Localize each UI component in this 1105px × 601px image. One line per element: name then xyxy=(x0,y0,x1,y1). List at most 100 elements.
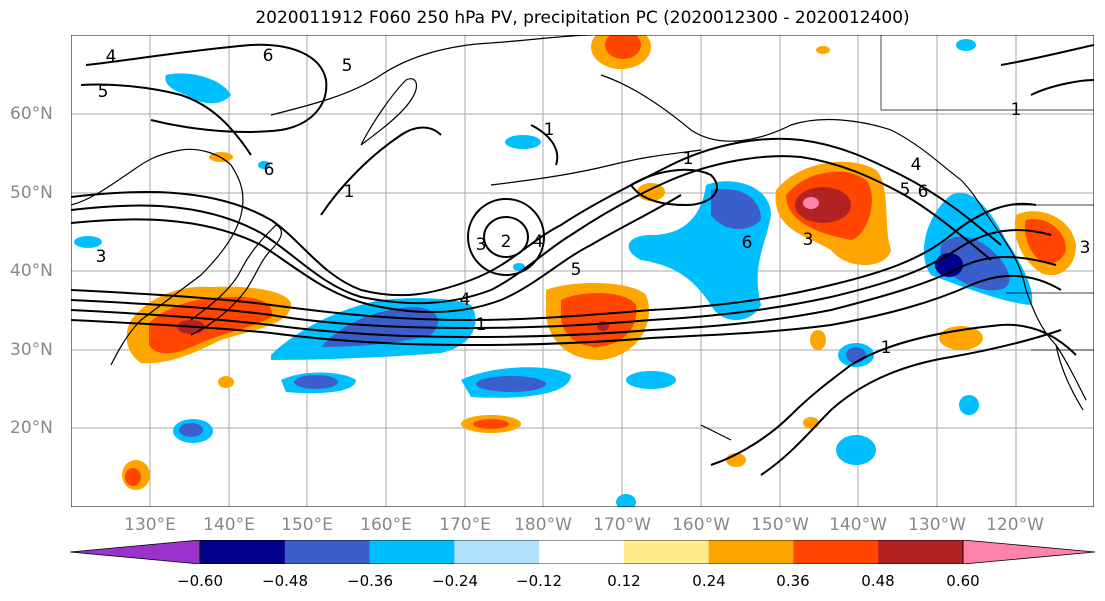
lon-label: 180°W xyxy=(514,515,572,535)
contour-label: 3 xyxy=(96,247,107,267)
precip-area-small-2 xyxy=(956,39,976,51)
colorbar-tick-label: −0.12 xyxy=(516,572,562,590)
precip-area-small-6 xyxy=(513,263,525,271)
precip-area-subtropic-3 xyxy=(626,371,676,389)
precip-area-small-3 xyxy=(816,46,830,54)
contour-labels: 4 6 5 5 6 1 1 1 1 3 3 2 4 5 6 3 5 6 4 4 … xyxy=(96,46,1091,358)
precip-area-marshall xyxy=(218,376,234,388)
contour-label: 5 xyxy=(342,56,353,76)
contour-label: 6 xyxy=(263,46,274,66)
colorbar-segment xyxy=(878,540,964,564)
lon-label: 150°W xyxy=(751,515,809,535)
contour-label: 1 xyxy=(881,338,892,358)
colorbar-tick-label: −0.48 xyxy=(262,572,308,590)
lat-label: 60°N xyxy=(10,104,53,124)
precip-area-west-pacific-strong xyxy=(179,423,203,437)
lon-label: 130°W xyxy=(908,515,966,535)
contour-label: 5 xyxy=(571,260,582,280)
colorbar-tick-label: −0.24 xyxy=(432,572,478,590)
lon-label: 130°E xyxy=(124,515,176,535)
coast-baja xyxy=(1055,344,1084,411)
coast-aleutians xyxy=(490,149,702,186)
precip-area-gulf-2 xyxy=(810,330,826,350)
borders xyxy=(880,35,1094,351)
precip-area-southeast-2 xyxy=(959,395,979,415)
precip-area-bering xyxy=(505,135,541,149)
gridlines xyxy=(71,35,1094,507)
precip-area-small-7 xyxy=(803,417,819,429)
contour-label: 5 xyxy=(98,82,109,102)
contour-label: 4 xyxy=(460,290,471,310)
lon-label: 160°E xyxy=(360,515,412,535)
coast-japan xyxy=(190,224,283,336)
colorbar-segment xyxy=(623,540,710,564)
precip-area-small-4 xyxy=(74,236,102,248)
colorbar-tick-label: −0.60 xyxy=(177,572,223,590)
colorbar-extend-low xyxy=(70,540,200,564)
precip-area-alaska-strong xyxy=(605,35,641,59)
lon-label: 140°W xyxy=(829,515,887,535)
contour-label: 4 xyxy=(533,232,544,252)
coast-kamchatka xyxy=(360,78,418,146)
precip-area-gulf-peak xyxy=(803,197,819,209)
lat-label: 20°N xyxy=(10,418,53,438)
contour-label: 4 xyxy=(911,155,922,175)
contour-label: 3 xyxy=(476,235,487,255)
precip-area-northwest-strong xyxy=(1024,219,1066,264)
colorbar-tick-label: 0.24 xyxy=(692,572,726,590)
lon-label: 170°E xyxy=(439,515,491,535)
contour-label: 1 xyxy=(476,315,487,335)
colorbar-segment xyxy=(454,540,540,564)
lon-label: 120°W xyxy=(986,515,1044,535)
lat-label: 50°N xyxy=(10,183,53,203)
precip-area-subtropic-2-strong xyxy=(476,376,546,392)
colorbar-tick-label: 0.60 xyxy=(946,572,980,590)
colorbar-segment xyxy=(284,540,371,564)
contour-label: 3 xyxy=(1080,238,1091,258)
precip-area-subtropic-1-strong xyxy=(294,375,338,389)
contour-label: 6 xyxy=(918,182,929,202)
map-panel: 4 6 5 5 6 1 1 1 1 3 3 2 4 5 6 3 5 6 4 4 … xyxy=(71,35,1094,507)
map-title: 2020011912 F060 250 hPa PV, precipitatio… xyxy=(255,8,910,28)
contour-label: 2 xyxy=(501,232,512,252)
lon-label: 150°E xyxy=(281,515,333,535)
colorbar-segment xyxy=(793,540,879,564)
lon-label: 140°E xyxy=(203,515,255,535)
coast-bc xyxy=(960,179,1027,291)
colorbar-segment xyxy=(539,540,625,564)
precip-area-central-strong xyxy=(560,293,637,347)
colorbar-segment xyxy=(708,540,794,564)
contour-label: 6 xyxy=(264,160,275,180)
contour-label: 4 xyxy=(106,47,117,67)
contour-label: 1 xyxy=(544,120,555,140)
precip-area-far-south-strong xyxy=(125,468,141,486)
lat-label: 40°N xyxy=(10,261,53,281)
contour-label: 1 xyxy=(683,149,694,169)
contour-label: 1 xyxy=(1011,100,1022,120)
coast-hawaii xyxy=(700,424,732,441)
precip-area-band-strong xyxy=(321,307,439,347)
precip-area-small-8 xyxy=(258,161,270,169)
colorbar-tick-label: 0.36 xyxy=(776,572,810,590)
colorbar-extend-high xyxy=(963,540,1095,564)
contour-label: 6 xyxy=(742,233,753,253)
precip-area-gulf-core xyxy=(795,187,851,223)
colorbar xyxy=(70,540,1095,564)
colorbar-segment xyxy=(200,540,286,564)
colorbar-segment xyxy=(369,540,455,564)
colorbar-tick-label: 0.12 xyxy=(607,572,641,590)
lon-label: 170°W xyxy=(593,515,651,535)
precip-area-okhotsk xyxy=(165,73,231,104)
precip-area-southeast xyxy=(836,435,876,465)
colorbar-tick-label: 0.48 xyxy=(861,572,895,590)
colorbar-tick-label: −0.36 xyxy=(347,572,393,590)
contour-label: 5 xyxy=(900,180,911,200)
contour-label: 3 xyxy=(803,230,814,250)
coast-alaska xyxy=(600,74,962,181)
pv-contours xyxy=(71,43,1094,476)
contour-label: 1 xyxy=(344,182,355,202)
precip-area-east-sub-strong xyxy=(846,347,866,363)
coast-siberia xyxy=(270,35,592,116)
precip-area-small-5 xyxy=(616,494,636,507)
precip-area-small-1 xyxy=(637,183,665,201)
